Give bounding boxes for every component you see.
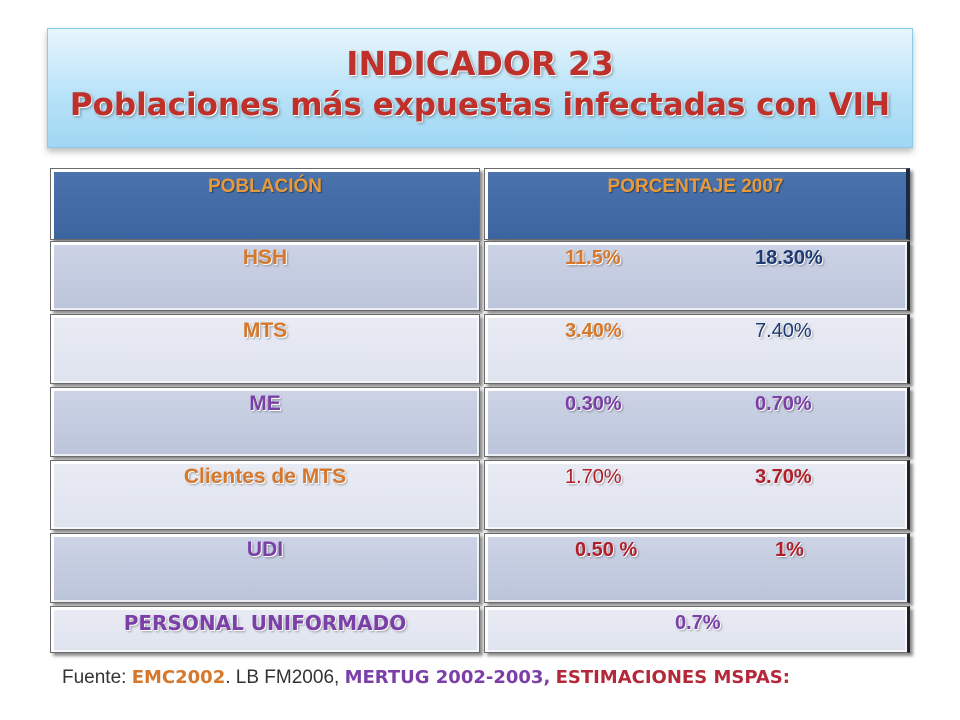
table-row-udi: UDI 0.50 % 1% (47, 533, 913, 603)
poblacion-label: ME (249, 392, 281, 415)
header-porcentaje: PORCENTAJE 2007 (607, 176, 784, 197)
cell-porcentaje: 1.70% 3.70% (484, 460, 910, 530)
table-header-row: POBLACIÓN PORCENTAJE 2007 (47, 168, 913, 240)
percent-value-1: 0.7% (675, 612, 721, 634)
cell-porcentaje: 0.7% (484, 606, 910, 653)
percent-value-2: 3.70% (755, 466, 812, 488)
table-row-clientes-mts: Clientes de MTS 1.70% 3.70% (47, 460, 913, 530)
cell-poblacion: ME (50, 387, 480, 457)
source-mertug: MERTUG 2002-2003, (344, 667, 551, 688)
data-table: POBLACIÓN PORCENTAJE 2007 HSH 11.5% 18.3… (47, 168, 913, 653)
title-indicator: INDICADOR 23 (346, 44, 614, 83)
percent-value-1: 3.40% (565, 320, 622, 342)
source-estimaciones: ESTIMACIONES MSPAS: (555, 667, 790, 688)
table-row-hsh: HSH 11.5% 18.30% (47, 241, 913, 311)
cell-porcentaje: 3.40% 7.40% (484, 314, 910, 384)
table-row-me: ME 0.30% 0.70% (47, 387, 913, 457)
header-cell-poblacion: POBLACIÓN (50, 168, 480, 240)
percent-value-2: 1% (775, 539, 804, 561)
cell-porcentaje: 0.50 % 1% (484, 533, 910, 603)
percent-value-1: 1.70% (565, 466, 622, 488)
cell-poblacion: UDI (50, 533, 480, 603)
poblacion-label: HSH (242, 246, 288, 269)
percent-value-2: 7.40% (755, 320, 812, 342)
cell-poblacion: MTS (50, 314, 480, 384)
source-separator-1: . LB FM2006, (225, 667, 345, 688)
header-poblacion: POBLACIÓN (208, 176, 322, 197)
poblacion-label: PERSONAL UNIFORMADO (123, 611, 407, 635)
cell-poblacion: PERSONAL UNIFORMADO (50, 606, 480, 653)
percent-value-1: 11.5% (565, 247, 621, 269)
source-note: Fuente: EMC2002. LB FM2006, MERTUG 2002-… (62, 667, 790, 689)
poblacion-label: Clientes de MTS (183, 465, 347, 488)
poblacion-label: MTS (242, 319, 288, 342)
percent-value-1: 0.50 % (575, 539, 638, 561)
table-row-mts: MTS 3.40% 7.40% (47, 314, 913, 384)
source-prefix: Fuente: (62, 667, 132, 688)
cell-poblacion: Clientes de MTS (50, 460, 480, 530)
title-subtitle: Poblaciones más expuestas infectadas con… (69, 87, 891, 123)
title-banner: INDICADOR 23 Poblaciones más expuestas i… (47, 28, 913, 148)
cell-poblacion: HSH (50, 241, 480, 311)
header-cell-porcentaje: PORCENTAJE 2007 (484, 168, 910, 240)
source-emc: EMC2002 (131, 667, 226, 688)
table-row-personal-uniformado: PERSONAL UNIFORMADO 0.7% (47, 606, 913, 653)
percent-value-2: 0.70% (755, 393, 812, 415)
cell-porcentaje: 11.5% 18.30% (484, 241, 910, 311)
percent-value-1: 0.30% (565, 393, 622, 415)
cell-porcentaje: 0.30% 0.70% (484, 387, 910, 457)
percent-value-2: 18.30% (755, 247, 823, 269)
poblacion-label: UDI (246, 538, 284, 561)
